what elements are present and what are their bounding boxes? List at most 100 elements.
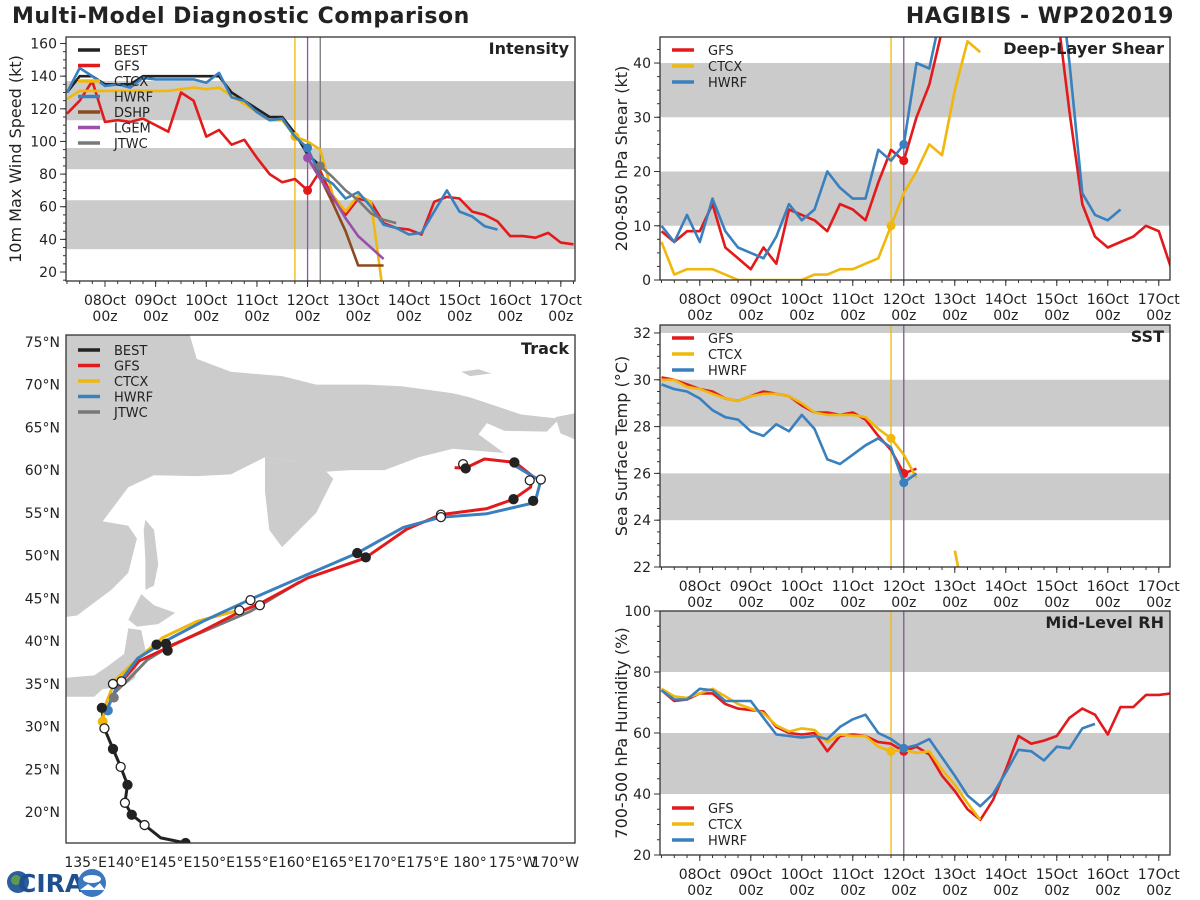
legend-label-ctcx: CTCX bbox=[114, 375, 148, 390]
y-tick-label: 0 bbox=[642, 273, 651, 289]
x-tick-label-time: 00z bbox=[891, 308, 916, 324]
longitude-label: 140°E bbox=[107, 855, 150, 871]
x-tick-label-date: 10Oct bbox=[781, 579, 824, 595]
x-tick-label-time: 00z bbox=[244, 309, 269, 325]
x-tick-label-time: 00z bbox=[840, 595, 865, 611]
y-tick-label: 40 bbox=[633, 787, 651, 803]
x-tick-label-date: 09Oct bbox=[730, 292, 773, 308]
legend-label-dshp: DSHP bbox=[114, 106, 150, 121]
x-tick-label-date: 13Oct bbox=[934, 292, 977, 308]
x-tick-label-time: 00z bbox=[738, 883, 763, 899]
chart-rh: 2040608010008Oct00z09Oct00z10Oct00z11Oct… bbox=[612, 604, 1180, 899]
x-tick-label-date: 12Oct bbox=[883, 867, 926, 883]
longitude-label: 170°E bbox=[363, 855, 406, 871]
x-tick-label-date: 08Oct bbox=[679, 579, 722, 595]
longitude-label: 145°E bbox=[150, 855, 193, 871]
x-tick-label-time: 00z bbox=[498, 309, 523, 325]
y-tick-label: 20 bbox=[39, 265, 57, 281]
current-position-jtwc bbox=[108, 692, 119, 703]
x-tick-label-date: 08Oct bbox=[84, 293, 127, 309]
series-point-gfs bbox=[303, 185, 313, 195]
y-tick-label: 28 bbox=[633, 420, 651, 436]
track-marker bbox=[107, 678, 119, 690]
x-tick-label-time: 00z bbox=[789, 883, 814, 899]
series-point-lgem bbox=[303, 153, 313, 163]
track-marker bbox=[245, 594, 256, 606]
x-tick-label-date: 15Oct bbox=[1036, 292, 1079, 308]
track-marker bbox=[122, 779, 133, 790]
plot-area bbox=[660, 611, 1170, 855]
track-marker bbox=[119, 797, 131, 808]
x-tick-label-time: 00z bbox=[840, 308, 865, 324]
land-siberia bbox=[66, 335, 560, 617]
series-line-ctcx bbox=[661, 378, 960, 567]
x-tick-label-date: 16Oct bbox=[1087, 867, 1130, 883]
legend-label-ctcx: CTCX bbox=[708, 348, 742, 363]
x-tick-label-time: 00z bbox=[92, 309, 117, 325]
series-line-hwrf bbox=[660, 37, 1122, 260]
x-tick-label-date: 11Oct bbox=[236, 293, 279, 309]
latitude-label: 20°N bbox=[25, 805, 60, 821]
land-alaska bbox=[555, 413, 575, 440]
panel-title: Deep-Layer Shear bbox=[1003, 39, 1164, 58]
x-tick-label-date: 14Oct bbox=[388, 293, 431, 309]
track-marker bbox=[524, 475, 535, 486]
panel-title: SST bbox=[1131, 327, 1164, 346]
legend-label-ctcx: CTCX bbox=[114, 75, 148, 90]
category-band bbox=[660, 171, 1170, 226]
legend-label-hwrf: HWRF bbox=[708, 364, 747, 379]
y-tick-label: 10 bbox=[633, 219, 651, 235]
y-axis-label: 200-850 hPa Shear (kt) bbox=[612, 66, 631, 252]
category-band bbox=[660, 379, 1170, 427]
track-marker bbox=[116, 676, 127, 687]
x-tick-label-time: 00z bbox=[687, 883, 712, 899]
legend-label-gfs: GFS bbox=[114, 60, 140, 75]
x-tick-label-date: 16Oct bbox=[1087, 579, 1130, 595]
legend-label-hwrf: HWRF bbox=[708, 834, 747, 849]
x-tick-label-date: 17Oct bbox=[1138, 292, 1181, 308]
x-tick-label-date: 12Oct bbox=[883, 292, 926, 308]
track-marker bbox=[460, 463, 471, 474]
y-tick-label: 20 bbox=[633, 165, 651, 181]
series-point-hwrf bbox=[303, 143, 313, 153]
latitude-label: 25°N bbox=[25, 762, 60, 778]
x-tick-label-time: 00z bbox=[143, 309, 168, 325]
x-tick-label-time: 00z bbox=[738, 595, 763, 611]
page-title: Multi-Model Diagnostic Comparison bbox=[12, 4, 470, 29]
legend-label-gfs: GFS bbox=[708, 332, 734, 347]
series-line-gfs bbox=[660, 37, 1170, 271]
x-tick-label-date: 08Oct bbox=[679, 867, 722, 883]
x-tick-label-time: 00z bbox=[295, 309, 320, 325]
x-tick-label-time: 00z bbox=[1044, 883, 1069, 899]
track-marker bbox=[508, 494, 519, 505]
latitude-label: 30°N bbox=[25, 720, 60, 736]
y-tick-label: 30 bbox=[633, 373, 651, 389]
series-point-jtwc bbox=[315, 161, 325, 171]
x-tick-label-date: 15Oct bbox=[1036, 867, 1079, 883]
x-tick-label-time: 00z bbox=[840, 883, 865, 899]
y-tick-label: 160 bbox=[30, 37, 57, 53]
legend-label-best: BEST bbox=[114, 344, 147, 359]
x-tick-label-date: 17Oct bbox=[1138, 579, 1181, 595]
x-tick-label-time: 00z bbox=[1146, 595, 1171, 611]
legend-label-lgem: LGEM bbox=[114, 122, 151, 137]
track-line-best bbox=[100, 707, 193, 843]
series-line-ctcx bbox=[660, 687, 982, 821]
x-tick-label-time: 00z bbox=[942, 595, 967, 611]
y-tick-label: 32 bbox=[633, 326, 651, 342]
series-line-gfs bbox=[660, 689, 1170, 822]
x-tick-label-time: 00z bbox=[993, 883, 1018, 899]
series-point-hwrf bbox=[899, 478, 909, 488]
x-tick-label-date: 14Oct bbox=[985, 867, 1028, 883]
series-line-lgem bbox=[306, 157, 385, 260]
track-marker bbox=[139, 819, 150, 831]
y-tick-label: 140 bbox=[30, 69, 57, 85]
legend-label-gfs: GFS bbox=[708, 44, 734, 59]
latitude-label: 45°N bbox=[25, 591, 60, 607]
x-tick-label-date: 10Oct bbox=[781, 292, 824, 308]
x-tick-label-time: 00z bbox=[789, 308, 814, 324]
plot-frame bbox=[659, 36, 1171, 281]
series-line-hwrf bbox=[66, 66, 498, 236]
x-tick-label-date: 09Oct bbox=[135, 293, 178, 309]
series-point-ctcx bbox=[886, 221, 896, 231]
